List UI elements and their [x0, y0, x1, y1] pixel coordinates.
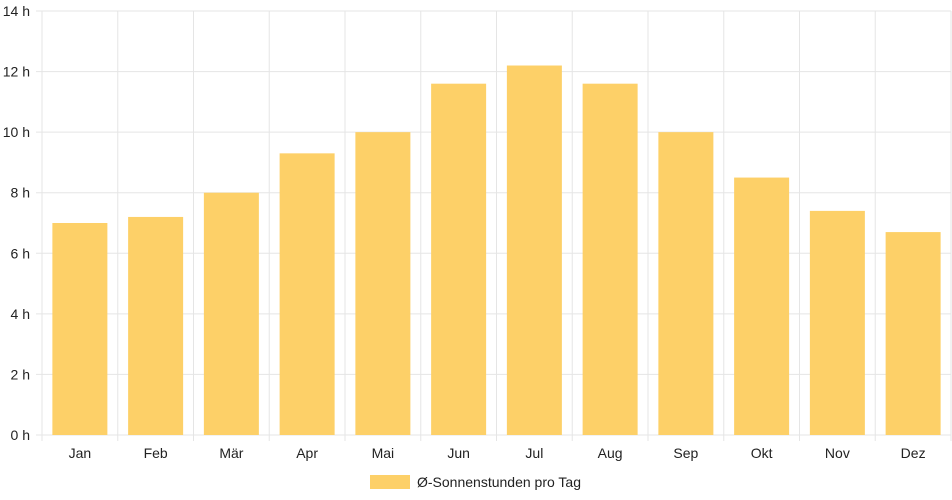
bar-dez	[885, 232, 941, 435]
bar-jan	[52, 223, 108, 435]
bar-okt	[734, 177, 790, 436]
y-tick-label: 8 h	[11, 185, 30, 201]
x-tick-label: Feb	[144, 445, 168, 461]
bar-mai	[355, 132, 411, 435]
legend-label: Ø-Sonnenstunden pro Tag	[417, 474, 581, 490]
legend-swatch	[370, 475, 410, 489]
y-tick-label: 14 h	[3, 3, 30, 19]
y-tick-label: 2 h	[11, 366, 30, 382]
x-tick-label: Dez	[901, 445, 926, 461]
x-tick-label: Apr	[296, 445, 318, 461]
bar-mär	[203, 192, 259, 435]
bar-nov	[809, 210, 865, 435]
y-tick-label: 6 h	[11, 245, 30, 261]
bar-feb	[128, 216, 184, 435]
x-tick-label: Okt	[751, 445, 773, 461]
y-tick-label: 4 h	[11, 306, 30, 322]
x-tick-label: Nov	[825, 445, 850, 461]
bar-jun	[431, 83, 487, 435]
bar-aug	[582, 83, 638, 435]
x-tick-label: Aug	[598, 445, 623, 461]
x-tick-label: Mai	[372, 445, 395, 461]
x-tick-label: Mär	[219, 445, 243, 461]
x-tick-label: Sep	[673, 445, 698, 461]
y-tick-label: 0 h	[11, 427, 30, 443]
x-tick-label: Jun	[447, 445, 470, 461]
bar-jul	[506, 65, 562, 435]
y-tick-label: 10 h	[3, 124, 30, 140]
bar-apr	[279, 153, 335, 436]
x-tick-label: Jul	[525, 445, 543, 461]
y-tick-label: 12 h	[3, 64, 30, 80]
x-tick-label: Jan	[69, 445, 92, 461]
bar-sep	[658, 132, 714, 435]
